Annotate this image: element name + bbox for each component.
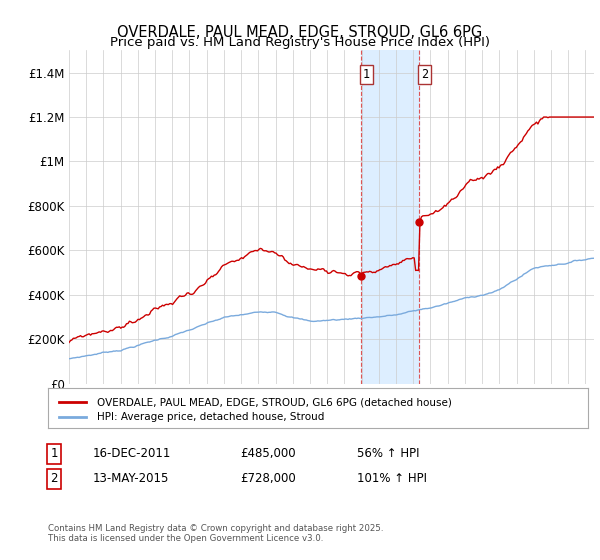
Text: OVERDALE, PAUL MEAD, EDGE, STROUD, GL6 6PG (detached house): OVERDALE, PAUL MEAD, EDGE, STROUD, GL6 6…	[97, 397, 451, 407]
Text: 101% ↑ HPI: 101% ↑ HPI	[357, 472, 427, 486]
Text: £728,000: £728,000	[240, 472, 296, 486]
Text: 1: 1	[362, 68, 370, 81]
Text: Price paid vs. HM Land Registry's House Price Index (HPI): Price paid vs. HM Land Registry's House …	[110, 36, 490, 49]
Text: HPI: Average price, detached house, Stroud: HPI: Average price, detached house, Stro…	[97, 412, 324, 422]
Text: 56% ↑ HPI: 56% ↑ HPI	[357, 447, 419, 460]
Text: OVERDALE, PAUL MEAD, EDGE, STROUD, GL6 6PG: OVERDALE, PAUL MEAD, EDGE, STROUD, GL6 6…	[118, 25, 482, 40]
Text: Contains HM Land Registry data © Crown copyright and database right 2025.
This d: Contains HM Land Registry data © Crown c…	[48, 524, 383, 543]
Text: 2: 2	[421, 68, 428, 81]
Text: 2: 2	[50, 472, 58, 486]
Text: 13-MAY-2015: 13-MAY-2015	[93, 472, 169, 486]
Text: £485,000: £485,000	[240, 447, 296, 460]
Text: 16-DEC-2011: 16-DEC-2011	[93, 447, 172, 460]
Text: 1: 1	[50, 447, 58, 460]
Bar	[361, 50, 419, 384]
